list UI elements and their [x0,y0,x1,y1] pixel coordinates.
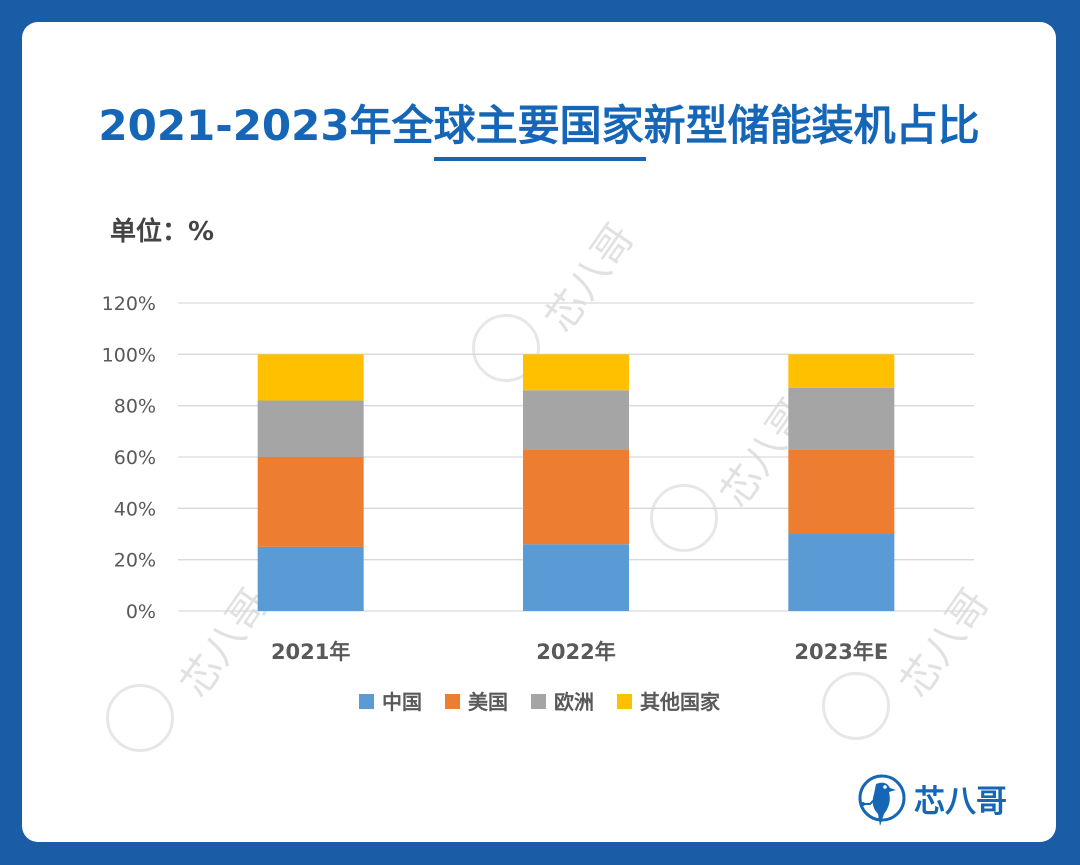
bar-segment [523,449,629,545]
chart-card: 2021-2023年全球主要国家新型储能装机占比 单位：% 芯八哥 芯八哥 芯八… [22,22,1056,842]
bar-segment [788,354,895,388]
bar-segment [523,544,629,611]
bar-segment [257,457,364,547]
legend-swatch [445,694,460,709]
bar-segment [788,534,895,611]
unit-label: 单位：% [110,217,215,247]
y-tick-label: 120% [102,293,156,315]
bar-segment [257,546,364,611]
y-tick-label: 60% [114,447,156,469]
legend-label: 中国 [382,690,422,714]
page-title: 2021-2023年全球主要国家新型储能装机占比 [98,101,980,150]
legend-label: 其他国家 [640,690,721,714]
stacked-bar-chart: 0% 20% 40% 60% 80% 100% 120% 2021年 2022年 2023年E 中国… [102,293,974,714]
bar-segment [257,354,364,401]
bar-segment [788,387,895,450]
bird-logo-icon [858,774,906,826]
x-tick-label: 2023年E [794,640,888,664]
x-tick-label: 2022年 [536,640,615,664]
y-tick-label: 100% [102,344,156,366]
bar-segment [257,400,364,457]
bar-segment [523,354,629,391]
bar-segment [788,449,895,534]
legend-swatch [531,694,546,709]
title-underline [434,157,646,161]
legend-swatch [359,694,374,709]
legend-swatch [617,694,632,709]
bar-segment [523,390,629,450]
legend-label: 美国 [468,690,508,714]
x-tick-label: 2021年 [271,640,350,664]
y-tick-label: 0% [126,601,156,623]
legend-label: 欧洲 [554,690,594,714]
y-tick-label: 80% [114,396,156,418]
brand-logo: 芯八哥 [856,770,1036,830]
y-tick-label: 40% [114,498,156,520]
y-tick-label: 20% [114,550,156,572]
brand-name: 芯八哥 [914,784,1007,820]
